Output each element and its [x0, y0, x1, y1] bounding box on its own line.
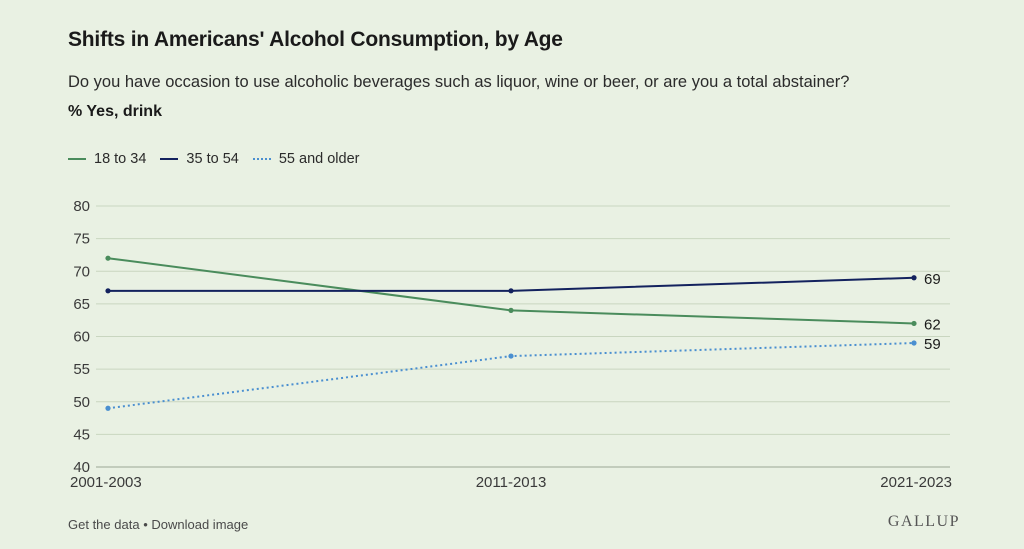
y-tick-label-50: 50 [73, 394, 90, 411]
end-label-2: 59 [924, 336, 941, 353]
get-data-link[interactable]: Get the data [68, 517, 140, 532]
x-tick-label-0: 2001-2003 [70, 474, 142, 491]
y-tick-label-75: 75 [73, 231, 90, 248]
y-tick-label-60: 60 [73, 329, 90, 346]
gallup-logo: GALLUP [887, 513, 960, 530]
series-line-2 [107, 342, 915, 410]
data-point-1-0 [105, 288, 111, 294]
data-point-2-0 [105, 405, 111, 411]
end-label-1: 69 [924, 271, 941, 288]
legend-label-55-plus: 55 and older [278, 151, 360, 167]
y-tick-label-65: 65 [73, 296, 90, 313]
legend-swatch-18-34 [68, 158, 86, 160]
y-tick-label-80: 80 [73, 198, 90, 215]
legend-label-35-54: 35 to 54 [186, 151, 239, 167]
unit-label: % Yes, drink [68, 103, 162, 120]
legend-item-35-54[interactable]: 35 to 54 [160, 151, 239, 167]
legend-swatch-55-plus [252, 158, 271, 160]
legend-item-18-34[interactable]: 18 to 34 [68, 151, 146, 167]
data-point-2-2 [911, 340, 917, 346]
data-point-0-2 [911, 320, 917, 327]
download-image-link[interactable]: Download image [151, 517, 249, 532]
data-point-1-2 [911, 275, 917, 281]
legend-item-55-plus[interactable]: 55 and older [252, 151, 360, 167]
chart-subtitle: Do you have occasion to use alcoholic be… [68, 73, 850, 91]
legend-label-18-34: 18 to 34 [94, 151, 147, 167]
y-tick-label-45: 45 [73, 426, 90, 443]
y-tick-label-40: 40 [73, 459, 90, 476]
x-tick-label-1: 2011-2013 [476, 474, 547, 491]
data-point-0-0 [105, 255, 111, 261]
data-point-0-1 [508, 307, 514, 313]
y-tick-label-55: 55 [73, 361, 90, 378]
footer-links: Get the data • Download image [68, 517, 248, 532]
chart-title: Shifts in Americans' Alcohol Consumption… [68, 28, 563, 51]
y-tick-label-70: 70 [73, 263, 90, 280]
footer-separator: • [143, 517, 148, 532]
legend: 18 to 34 35 to 54 55 and older [68, 151, 359, 167]
data-point-1-1 [508, 288, 514, 294]
end-label-0: 62 [924, 316, 941, 333]
legend-swatch-35-54 [160, 158, 179, 160]
data-point-2-1 [508, 353, 514, 359]
x-tick-label-2: 2021-2023 [880, 474, 952, 491]
